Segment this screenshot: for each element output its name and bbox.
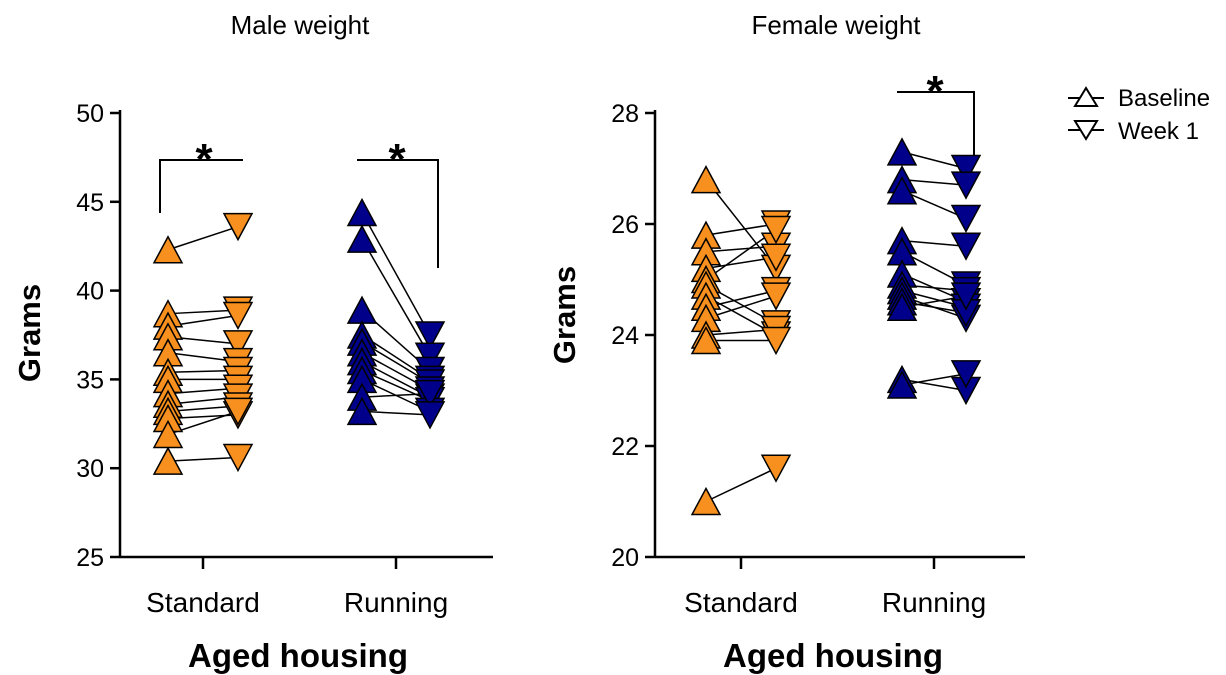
pair-line — [705, 223, 777, 236]
series-group-standard: * — [152, 135, 254, 475]
axis-ticks: 20 22 24 26 28 Standard Running — [611, 100, 986, 618]
week1-point — [760, 454, 792, 483]
y-tick-label: 20 — [611, 544, 639, 572]
week1-point — [760, 282, 792, 311]
male-weight-panel: Male weight Grams Aged housing * * 253035… — [12, 10, 493, 674]
week1-point — [414, 321, 446, 350]
week1-point — [950, 360, 982, 389]
baseline-point — [346, 295, 378, 324]
pair-line — [901, 151, 967, 170]
legend: Baseline Week 1 — [1068, 85, 1210, 145]
baseline-point — [886, 370, 918, 399]
week1-point — [222, 330, 254, 359]
pair-line — [167, 309, 239, 315]
significance-star: * — [926, 67, 944, 116]
baseline-point — [346, 197, 378, 227]
y-tick-label: 28 — [611, 100, 639, 128]
week1-point — [760, 326, 792, 356]
female-weight-panel: Female weight Grams Aged housing * 20222… — [547, 10, 1025, 674]
y-tick-label: 30 — [76, 455, 104, 483]
y-tick-label: 22 — [611, 433, 639, 461]
week1-point — [950, 171, 982, 200]
week1-point — [414, 342, 446, 371]
pair-line — [361, 238, 431, 357]
plot-area: * * — [152, 135, 446, 475]
pair-line — [901, 373, 967, 386]
triangle-up-icon — [1073, 86, 1099, 107]
week1-point — [414, 379, 446, 409]
pair-line — [167, 225, 239, 251]
y-axis-label: Grams — [547, 266, 582, 364]
y-tick-label: 35 — [76, 366, 104, 394]
pair-line — [901, 190, 967, 220]
x-tick-label: Running — [882, 587, 986, 618]
chart-title: Female weight — [751, 10, 921, 40]
series-group-running: * — [886, 67, 982, 406]
week1-point — [760, 243, 792, 272]
baseline-point — [346, 224, 378, 253]
significance-star: * — [195, 135, 213, 184]
x-axis-label: Aged housing — [188, 637, 408, 674]
legend-item-week1: Week 1 — [1068, 118, 1199, 145]
baseline-point — [152, 235, 184, 264]
x-tick-label: Running — [344, 587, 448, 618]
legend-item-baseline: Baseline — [1068, 85, 1210, 112]
series-group-running: * — [346, 135, 446, 430]
y-tick-label: 40 — [76, 278, 104, 306]
baseline-point — [886, 137, 918, 166]
series-group-standard — [690, 165, 792, 516]
pair-line — [705, 179, 777, 269]
y-tick-label: 45 — [76, 189, 104, 217]
plot-area: * — [690, 67, 982, 516]
baseline-point — [152, 446, 184, 475]
y-axis-label: Grams — [12, 284, 47, 382]
triangle-down-icon — [1073, 120, 1099, 141]
baseline-point — [886, 292, 918, 321]
baseline-point — [690, 325, 722, 355]
y-tick-label: 26 — [611, 211, 639, 239]
pair-line — [901, 239, 967, 247]
baseline-point — [690, 486, 722, 516]
week1-point — [950, 204, 982, 234]
significance-star: * — [388, 135, 406, 184]
week1-point — [222, 301, 254, 331]
pair-line — [901, 378, 967, 392]
week1-point — [222, 397, 254, 426]
week1-point — [950, 282, 982, 311]
legend-label: Week 1 — [1118, 118, 1199, 145]
significance-bracket — [357, 159, 439, 268]
week1-point — [950, 232, 982, 261]
significance-bracket — [897, 91, 975, 155]
pair-line — [361, 369, 431, 402]
x-tick-label: Standard — [146, 587, 260, 618]
week1-point — [950, 154, 982, 184]
legend-label: Baseline — [1118, 85, 1210, 112]
y-tick-label: 25 — [76, 544, 104, 572]
baseline-point — [886, 176, 918, 205]
pair-line — [901, 178, 967, 186]
chart-title: Male weight — [231, 10, 371, 40]
x-axis-label: Aged housing — [723, 637, 943, 674]
week1-point — [760, 215, 792, 245]
pair-line — [361, 410, 431, 416]
baseline-point — [690, 165, 722, 194]
y-tick-label: 50 — [76, 100, 104, 128]
x-tick-label: Standard — [684, 587, 798, 618]
week1-point — [222, 443, 254, 473]
pair-line — [167, 456, 239, 462]
baseline-point — [346, 396, 378, 426]
week1-point — [414, 401, 446, 430]
week1-point — [222, 212, 254, 242]
pair-line — [705, 467, 777, 503]
significance-bracket — [159, 159, 243, 213]
axis-ticks: 25 30 35 40 45 50 Standard Running — [76, 100, 448, 618]
y-tick-label: 24 — [611, 322, 639, 350]
pair-line — [361, 212, 431, 336]
